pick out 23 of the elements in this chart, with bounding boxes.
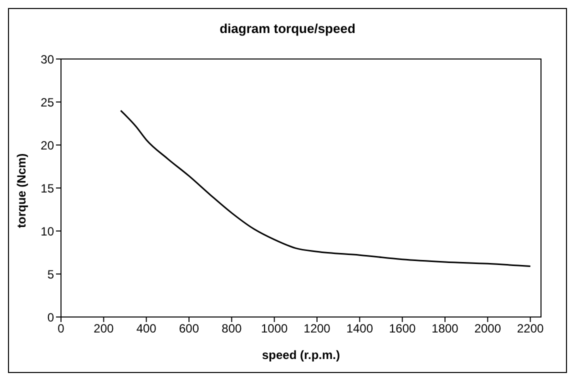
y-tick-label: 0 [47,310,54,324]
line-series [120,110,532,268]
y-tick-label: 5 [47,267,54,282]
x-tick-label: 800 [222,322,242,336]
y-tick-label: 25 [40,95,54,110]
x-tick-label: 1600 [388,322,416,336]
x-tick-label: 1400 [346,322,374,336]
y-tick-label: 20 [40,138,54,152]
y-tick-label: 15 [40,181,54,196]
x-tick-label: 400 [136,322,157,336]
x-tick-label: 600 [178,322,200,336]
y-axis-title: torque (Ncm) [14,153,28,228]
chart-title: diagram torque/speed [218,20,356,38]
x-axis-title: speed (r.p.m.) [262,348,340,362]
x-tick-label: 1000 [260,322,288,336]
x-tick-label: 0 [58,322,65,336]
x-tick-label: 2000 [474,322,502,336]
x-tick-label: 200 [94,322,114,336]
x-tick-label: 2200 [516,322,544,336]
x-tick-label: 1800 [432,322,459,336]
y-tick-label: 30 [40,52,54,66]
y-tick-label: 10 [40,224,54,238]
x-tick-label: 1200 [304,322,331,336]
